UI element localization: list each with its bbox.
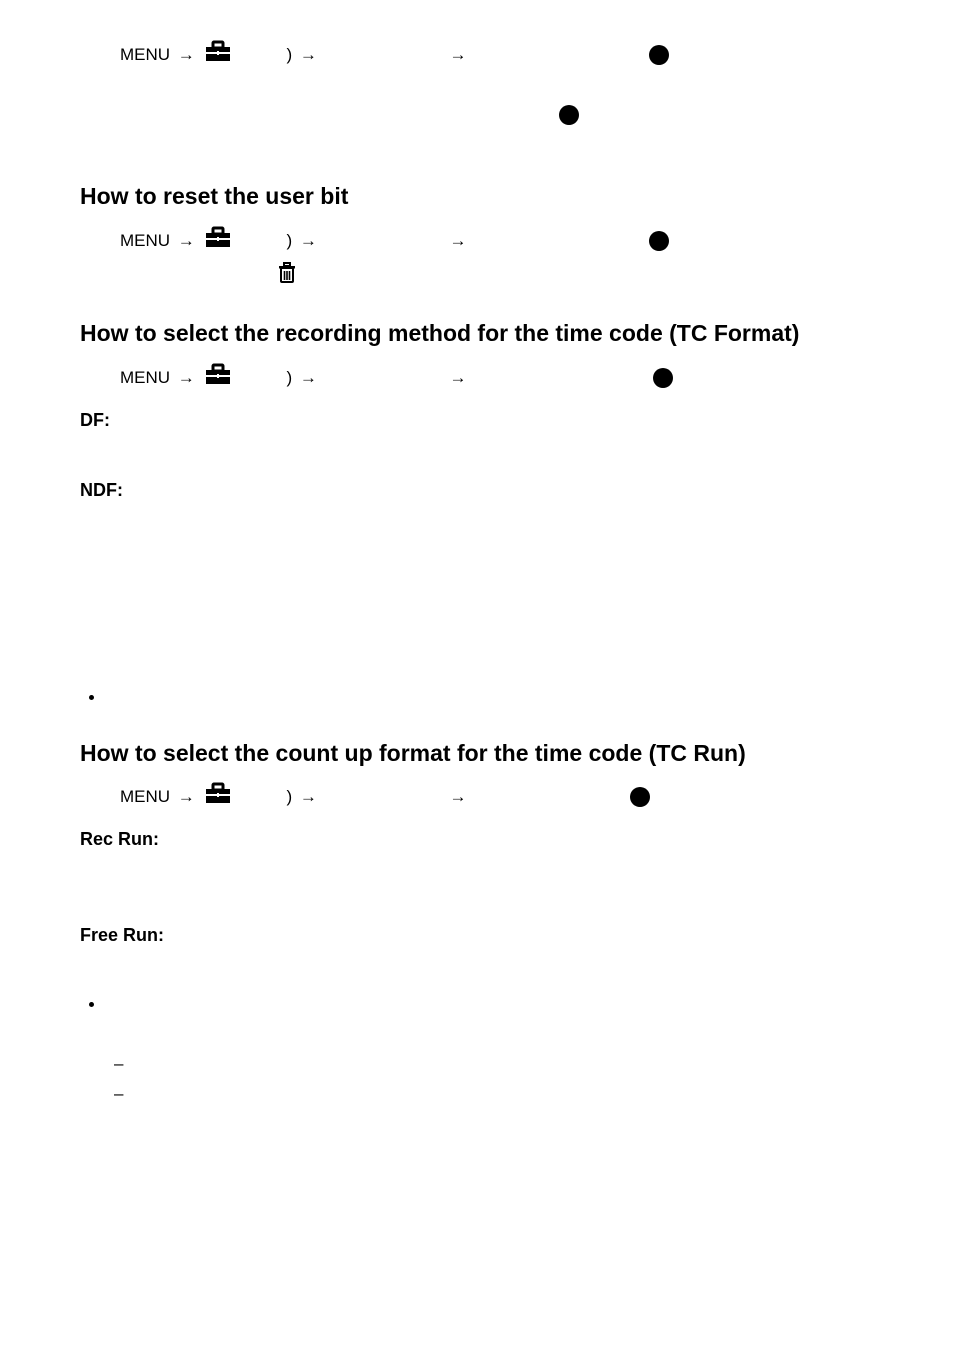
- arrow-icon: →: [178, 231, 195, 250]
- toolbox-icon: [205, 782, 231, 812]
- setup-label: Setup: [237, 368, 281, 387]
- tc-format-definitions: DF: Records the time code in Drop Frame*…: [80, 407, 874, 534]
- rec-run-body: Sets the stepping mode for the time code…: [80, 857, 874, 908]
- arrow-icon: →: [449, 231, 466, 250]
- setup-label: Setup: [237, 45, 281, 64]
- toolbox-icon: [205, 363, 231, 393]
- center-button-icon: [630, 787, 650, 807]
- arrow-icon: →: [449, 787, 466, 806]
- tc-run-definitions: Rec Run: Sets the stepping mode for the …: [80, 826, 874, 979]
- tcub-label: TC/UB Settings: [325, 787, 442, 806]
- tc-format-path: MENU → Setup ) → TC/UB Settings → TC For…: [80, 363, 874, 393]
- center-button-icon: [649, 231, 669, 251]
- df-body: Records the time code in Drop Frame* for…: [80, 438, 874, 464]
- tc-run-tail: TC Run, then press: [474, 787, 621, 806]
- menu-label: MENU: [120, 368, 170, 387]
- ndf-body: Records the time code in Non-Drop Frame …: [80, 508, 874, 534]
- menu-label: MENU: [120, 231, 170, 250]
- free-run-label: Free Run:: [80, 922, 874, 949]
- center-button-icon: [653, 368, 673, 388]
- center-button-icon: [649, 45, 669, 65]
- close-paren: ): [286, 45, 292, 64]
- arrow-icon: →: [449, 368, 466, 387]
- reset-line2-end: .: [396, 267, 401, 286]
- ub-preset-path-line2: Select the first two digits of the numer…: [80, 102, 874, 155]
- tc-run-dash1: When the recording format is changed.: [134, 1054, 427, 1073]
- tc-format-footnote: * The time code is based on 30 frames pe…: [80, 548, 874, 676]
- tc-run-sublist: When the recording format is changed. Wh…: [106, 1051, 874, 1106]
- toolbox-icon: [205, 226, 231, 256]
- tc-run-notes: The time code may not be recorded sequen…: [80, 992, 874, 1106]
- setup-label: Setup: [237, 231, 281, 250]
- heading-tc-run: How to select the count up format for th…: [80, 739, 874, 769]
- heading-reset-user-bit: How to reset the user bit: [80, 182, 874, 212]
- close-paren: ): [286, 231, 292, 250]
- tcub-label: TC/UB Settings: [325, 231, 442, 250]
- arrow-icon: →: [300, 231, 317, 250]
- arrow-icon: →: [300, 368, 317, 387]
- reset-ub-path-line2: Select [Reset] using , then press .: [80, 262, 874, 292]
- center-button-icon: [559, 105, 579, 125]
- menu-label: MENU: [120, 787, 170, 806]
- ub-preset-tail: UB Preset, then press: [474, 45, 640, 64]
- list-item: The time code may not be recorded sequen…: [106, 992, 874, 1106]
- ub-preset-path-line1: MENU → Setup ) → TC/UB Settings → UB Pre…: [80, 40, 874, 96]
- tc-run-dash2: When the recording medium is removed.: [134, 1084, 440, 1103]
- setup-label: Setup: [237, 787, 281, 806]
- list-item: The setting is fixed to [NDF] when recor…: [106, 685, 874, 711]
- reset-line2-post: , then press: [303, 267, 392, 286]
- arrow-icon: →: [449, 45, 466, 64]
- heading-tc-format: How to select the recording method for t…: [80, 319, 874, 349]
- list-item: When the recording medium is removed.: [134, 1081, 874, 1107]
- arrow-icon: →: [178, 368, 195, 387]
- tc-run-path: MENU → Setup ) → TC/UB Settings → TC Run…: [80, 782, 874, 812]
- tc-format-tail: TC Format, then press: [474, 368, 644, 387]
- arrow-icon: →: [300, 45, 317, 64]
- arrow-icon: →: [178, 45, 195, 64]
- close-paren: ): [286, 368, 292, 387]
- line2-a: Select the first two digits of the numer…: [120, 106, 550, 125]
- menu-label: MENU: [120, 45, 170, 64]
- free-run-body: Sets the stepping mode for the time code…: [80, 953, 874, 979]
- ub-preset-tail: UB Preset, then press: [474, 231, 640, 250]
- reset-line2-pre: Select [Reset] using: [120, 267, 271, 286]
- tc-format-notes: The setting is fixed to [NDF] when recor…: [80, 685, 874, 711]
- arrow-icon: →: [178, 787, 195, 806]
- trash-icon: [278, 262, 296, 292]
- close-paren: ): [286, 787, 292, 806]
- tc-run-bullet1: The time code may not be recorded sequen…: [106, 995, 856, 1040]
- toolbox-icon: [205, 40, 231, 70]
- list-item: When the recording format is changed.: [134, 1051, 874, 1077]
- ndf-label: NDF:: [80, 477, 874, 504]
- rec-run-label: Rec Run:: [80, 826, 874, 853]
- df-label: DF:: [80, 407, 874, 434]
- tcub-label: TC/UB Settings: [325, 368, 442, 387]
- tcub-label: TC/UB Settings: [325, 45, 442, 64]
- reset-ub-path-line1: MENU → Setup ) → TC/UB Settings → UB Pre…: [80, 226, 874, 256]
- tc-format-bullet1: The setting is fixed to [NDF] when recor…: [106, 688, 613, 707]
- arrow-icon: →: [300, 787, 317, 806]
